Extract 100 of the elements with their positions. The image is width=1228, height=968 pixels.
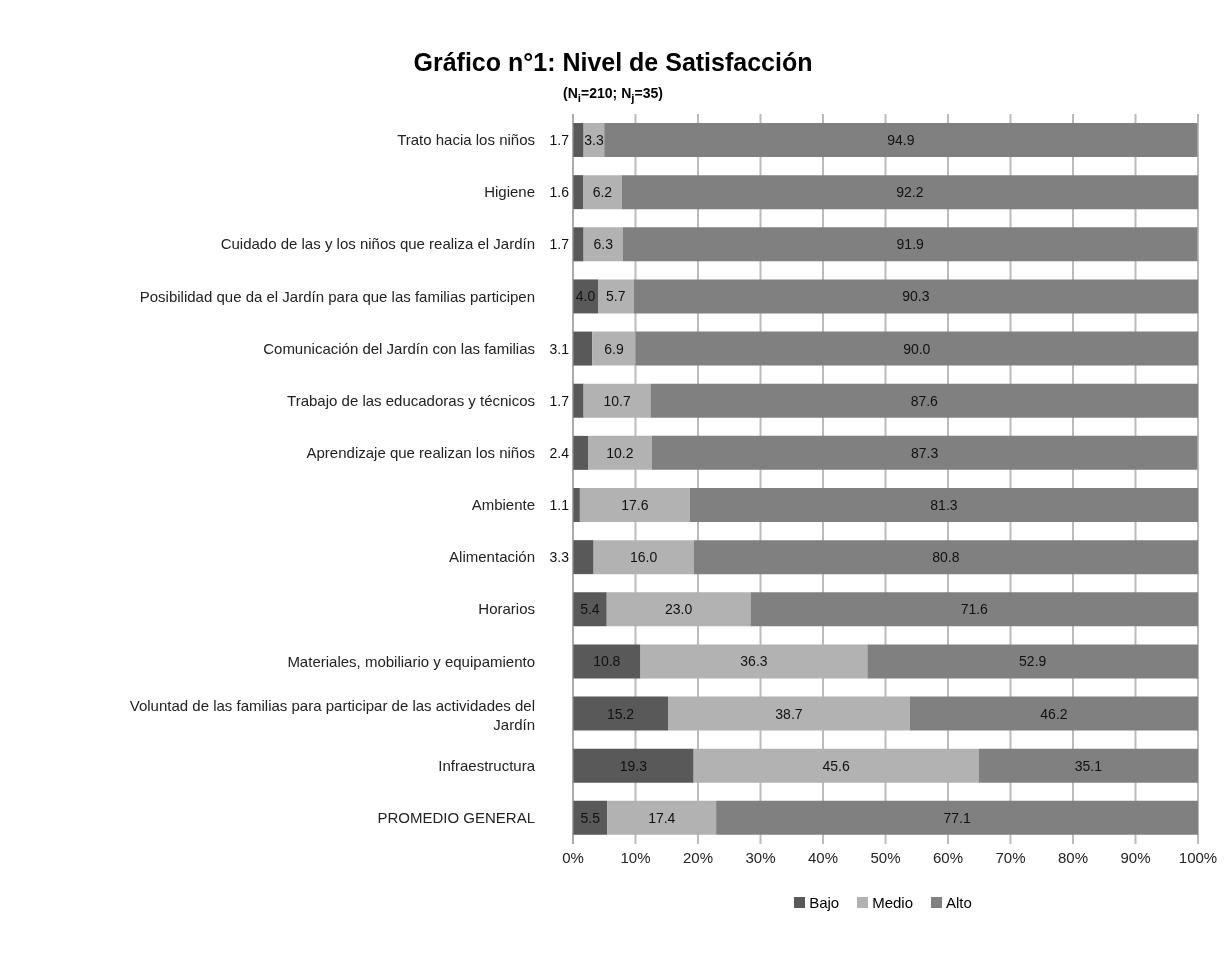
data-label: 3.3 <box>584 131 604 148</box>
y-tick-label: Materiales, mobiliario y equipamiento <box>287 652 535 670</box>
data-label: 6.3 <box>593 236 614 253</box>
bar <box>573 644 641 679</box>
data-label: 1.7 <box>549 392 570 409</box>
data-label: 35.1 <box>1074 757 1103 774</box>
y-tick-label: Comunicación del Jardín con las familias <box>263 339 535 357</box>
data-label: 10.7 <box>603 392 631 409</box>
data-label: 10.8 <box>593 653 621 670</box>
data-label: 94.9 <box>887 131 915 148</box>
bar <box>978 748 1198 783</box>
bar <box>604 122 1198 157</box>
bar <box>583 227 623 262</box>
data-label: 90.0 <box>903 340 931 357</box>
legend-label: Medio <box>872 893 914 911</box>
data-label: 5.4 <box>580 601 600 618</box>
x-tick-label: 70% <box>995 848 1026 866</box>
data-label: 6.9 <box>604 340 624 357</box>
bar <box>573 227 584 262</box>
data-label: 10.2 <box>606 444 634 461</box>
x-tick-label: 100% <box>1178 848 1218 866</box>
data-label: 1.1 <box>549 496 570 513</box>
data-label: 3.3 <box>549 548 570 565</box>
data-label: 1.7 <box>549 236 570 253</box>
x-tick-label: 30% <box>745 848 776 866</box>
data-label: 36.3 <box>740 653 768 670</box>
data-label: 38.7 <box>775 705 803 722</box>
bar <box>573 435 588 470</box>
data-label: 46.2 <box>1040 705 1068 722</box>
y-tick-label: Higiene <box>484 183 535 201</box>
legend-label: Alto <box>946 893 972 911</box>
y-tick-label: Trabajo de las educadoras y técnicos <box>287 391 535 409</box>
bar <box>633 279 1198 314</box>
chart-subtitle: (N$_{i}$=210; N$_{j}$=35) <box>562 85 664 104</box>
bar <box>573 539 594 574</box>
bar <box>573 122 584 157</box>
data-label: 2.4 <box>549 444 570 461</box>
y-tick-label: Infraestructura <box>438 756 536 774</box>
y-tick-label: PROMEDIO GENERAL <box>377 808 535 826</box>
data-label: 23.0 <box>665 601 693 618</box>
bar <box>573 331 593 366</box>
bar <box>573 696 668 731</box>
y-tick-label: Alimentación <box>449 548 535 566</box>
bar <box>573 383 584 418</box>
data-label: 6.2 <box>592 183 613 200</box>
bar <box>573 174 583 209</box>
data-label: 91.9 <box>896 236 925 253</box>
bar <box>909 696 1198 731</box>
x-tick-label: 10% <box>620 848 651 866</box>
chart-title: Gráfico n°1: Nivel de Satisfacción <box>412 47 814 77</box>
bar <box>693 539 1198 574</box>
bar <box>573 592 607 627</box>
data-label: 77.1 <box>943 809 971 826</box>
data-label: 16.0 <box>630 548 658 565</box>
bar <box>598 279 634 314</box>
x-tick-label: 80% <box>1057 848 1089 866</box>
bar <box>651 435 1198 470</box>
data-label: 15.2 <box>606 705 635 722</box>
data-label: 71.6 <box>960 601 989 618</box>
y-tick-label: Cuidado de las y los niños que realiza el Jardín <box>220 235 535 253</box>
data-label: 1.6 <box>549 183 570 200</box>
y-tick-label: Trato hacia los niños <box>397 130 535 148</box>
x-tick-label: 0% <box>562 848 584 866</box>
data-label: 92.2 <box>896 183 924 200</box>
bar <box>750 592 1198 627</box>
y-tick-label: Voluntad de las familias para participar de las actividades del Jardín <box>129 696 535 733</box>
data-label: 5.5 <box>580 809 601 826</box>
x-tick-label: 40% <box>807 848 839 866</box>
bar <box>583 174 622 209</box>
data-label: 17.6 <box>621 496 649 513</box>
y-tick-label: Posibilidad que da el Jardín para que las familias participen <box>139 287 535 305</box>
data-label: 17.4 <box>648 809 676 826</box>
data-label: 3.1 <box>549 340 570 357</box>
bar <box>621 174 1198 209</box>
data-label: 5.7 <box>606 288 626 305</box>
y-tick-label: Ambiente <box>471 495 535 513</box>
bar <box>867 644 1198 679</box>
x-tick-label: 50% <box>870 848 901 866</box>
legend-label: Bajo <box>809 893 840 911</box>
data-label: 19.3 <box>619 757 648 774</box>
bar <box>635 331 1198 366</box>
bar <box>689 487 1198 522</box>
bar <box>716 800 1198 835</box>
data-label: 81.3 <box>930 496 958 513</box>
x-tick-label: 20% <box>682 848 714 866</box>
data-label: 80.8 <box>932 548 960 565</box>
data-label: 1.7 <box>549 131 570 148</box>
data-label: 52.9 <box>1019 653 1047 670</box>
x-tick-label: 90% <box>1120 848 1151 866</box>
bar <box>623 227 1198 262</box>
data-label: 87.3 <box>910 444 939 461</box>
data-label: 4.0 <box>575 288 596 305</box>
bar <box>573 748 694 783</box>
data-label: 90.3 <box>902 288 930 305</box>
x-tick-label: 60% <box>932 848 964 866</box>
data-label: 87.6 <box>910 392 939 409</box>
y-tick-label: Horarios <box>478 600 535 618</box>
bar <box>650 383 1198 418</box>
data-label: 45.6 <box>822 757 850 774</box>
y-tick-label: Aprendizaje que realizan los niños <box>306 443 535 461</box>
